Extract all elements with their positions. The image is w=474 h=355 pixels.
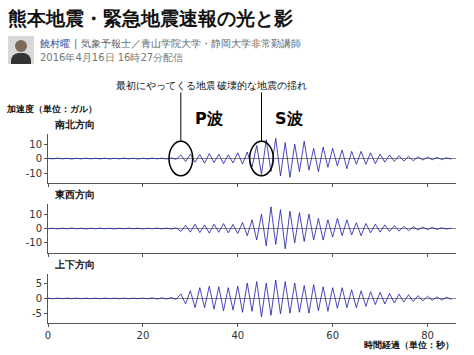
svg-text:0: 0 — [36, 153, 42, 164]
svg-text:-10: -10 — [26, 168, 42, 179]
svg-text:時間経過（単位：秒）: 時間経過（単位：秒） — [364, 340, 454, 350]
svg-text:南北方向: 南北方向 — [54, 119, 95, 130]
html-text:2016年4月16日 16時27分配信: 2016年4月16日 16時27分配信 — [40, 52, 184, 63]
svg-text:P波: P波 — [195, 109, 223, 128]
svg-text:-5: -5 — [32, 308, 42, 319]
svg-text:0: 0 — [36, 223, 42, 234]
svg-text:加速度（単位：ガル）: 加速度（単位：ガル） — [6, 104, 97, 114]
svg-text:20: 20 — [137, 330, 150, 341]
svg-text:-10: -10 — [26, 237, 42, 248]
svg-text:60: 60 — [326, 330, 339, 341]
svg-text:10: 10 — [29, 209, 42, 220]
html-text:饒村曜: 饒村曜 — [40, 38, 70, 49]
html-text:| 気象予報士／青山学院大学・静岡大学非常勤講師: | 気象予報士／青山学院大学・静岡大学非常勤講師 — [74, 38, 301, 49]
svg-text:40: 40 — [231, 330, 244, 341]
svg-text:0: 0 — [36, 293, 42, 304]
svg-text:破壊的な地震の揺れ: 破壊的な地震の揺れ — [216, 80, 307, 91]
svg-text:上下方向: 上下方向 — [54, 259, 95, 270]
html-text:熊本地震・緊急地震速報の光と影: 熊本地震・緊急地震速報の光と影 — [8, 7, 293, 29]
svg-text:東西方向: 東西方向 — [54, 189, 95, 200]
svg-text:5: 5 — [36, 278, 42, 289]
svg-text:最初にやってくる地震の揺れ: 最初にやってくる地震の揺れ — [116, 80, 246, 91]
svg-text:0: 0 — [45, 330, 51, 341]
svg-text:80: 80 — [421, 330, 434, 341]
svg-text:10: 10 — [29, 139, 42, 150]
svg-text:S波: S波 — [275, 109, 303, 128]
